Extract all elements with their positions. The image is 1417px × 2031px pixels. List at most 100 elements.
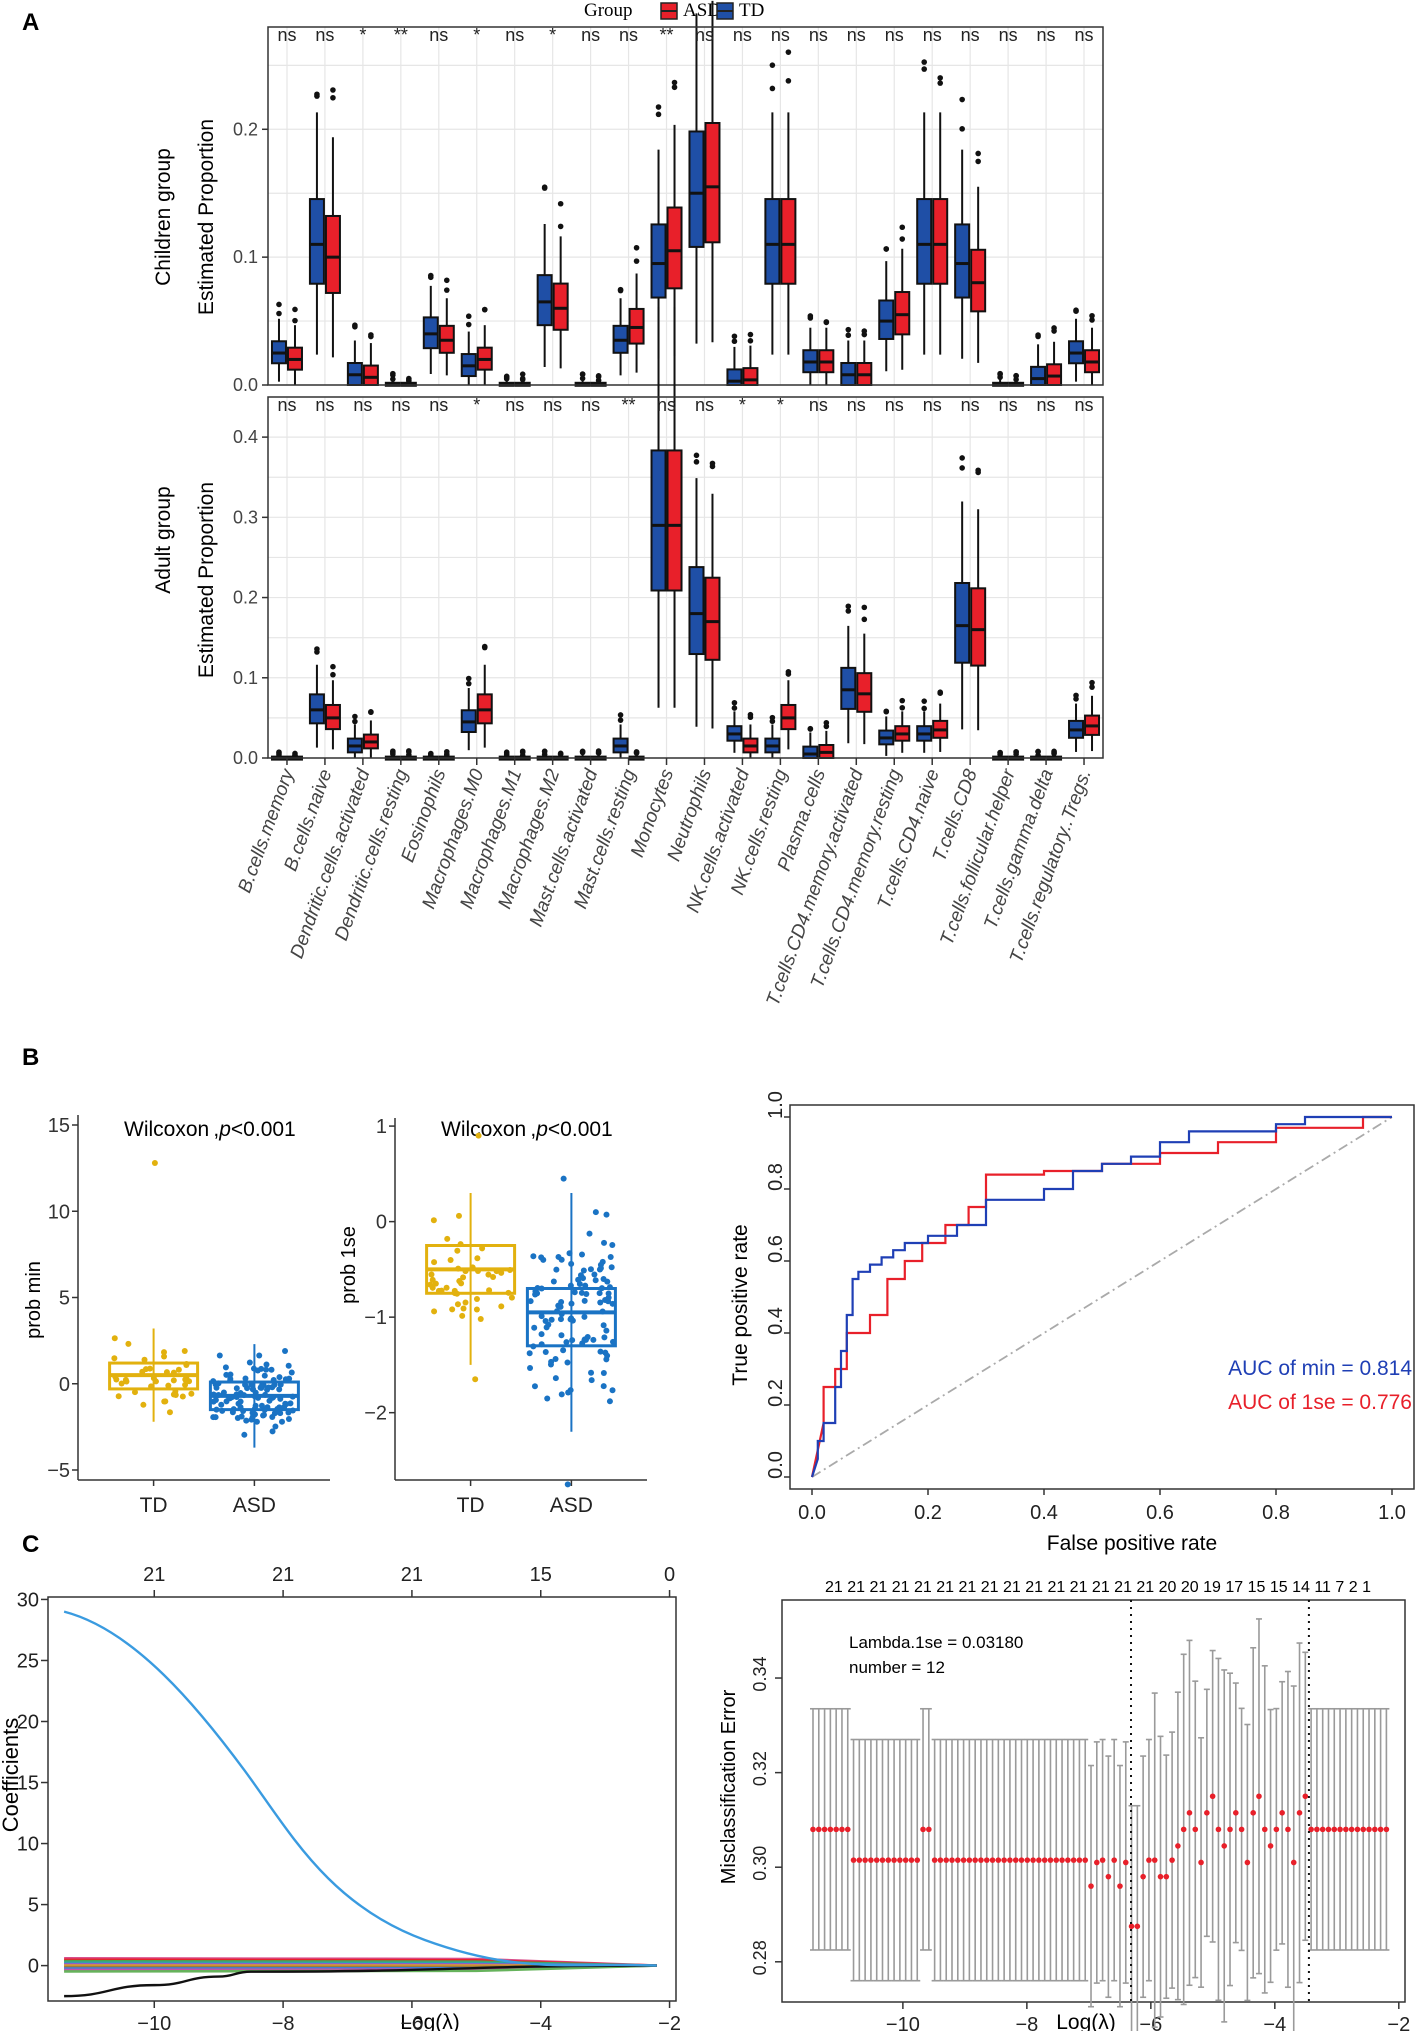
legend-asd-label: ASD [683,0,721,21]
c1-frame [47,1596,677,2002]
c2-error-point [1238,1826,1245,1833]
children-asd-outlier [633,244,640,251]
b2-dot [601,1334,608,1341]
c2-error-point [920,1826,926,1833]
children-td-outlier [541,185,548,191]
b2-dot [591,1271,598,1278]
c2-error-point [960,1857,967,1863]
c2-error-point [1331,1826,1338,1833]
c2-error-point [897,1857,903,1863]
c2-error-point [1053,1857,1060,1863]
c2-frame [781,1599,1406,2003]
children-sig-label: ns [315,25,334,45]
roc-frame [789,1104,1415,1490]
children-td-box [688,130,705,248]
adult-ytick-label: 0.4 [233,427,258,447]
b2-dot [567,1387,574,1394]
b1-dot [218,1401,225,1408]
prob-1se-boxplot: Wilcoxon ,p<0.001 prob 1se −2 −1 0 1 TD ASD [338,1116,647,1517]
c2-error-point [1065,1857,1071,1863]
children-td-outlier [579,371,586,378]
b2-dot [600,1275,607,1282]
b2-dot [558,1299,565,1306]
prob-min-boxplot: Wilcoxon ,p<0.001 prob min −5 0 5 10 15 TD ASD [23,1115,330,1517]
c2-error-point [1285,1826,1291,1833]
c2-annot-number: number = 12 [849,1658,945,1677]
b1-xtick-label: TD [140,1494,168,1517]
b2-dot [490,1273,497,1280]
roc-ytick-label: 1.0 [765,1091,787,1119]
b2-dot [568,1260,575,1267]
b2-dot [462,1299,469,1306]
adult-sig-label: ns [961,395,980,415]
b1-dot [179,1393,186,1400]
b1-dot [213,1384,220,1391]
c2-error-point [949,1857,955,1863]
b2-dot [601,1239,608,1246]
c2-error-point [1146,1857,1152,1863]
b2-xtick-label: ASD [550,1494,593,1517]
children-asd-box [362,364,379,386]
adult-sig-label: * [739,395,746,415]
adult-asd-outlier [747,714,754,721]
adult-sig-label: * [473,395,480,415]
b2-dot [477,1316,484,1323]
children-asd-outlier [785,49,792,55]
c2-error-point [1012,1857,1019,1863]
adult-asd-outlier [368,709,374,716]
adult-td-outlier [579,748,586,755]
c1-xtick-label: −6 [401,2013,424,2031]
adult-sig-label: ns [999,395,1018,415]
c2-error-point [902,1857,909,1863]
adult-strip-label: Adult group [152,486,175,593]
b1-dot [258,1365,265,1372]
roc-xtick-label: 0.0 [798,1502,826,1524]
children-asd-box [552,282,569,331]
c2-error-point [1325,1826,1332,1833]
c2-error-point [926,1826,932,1833]
c2-ytick-label: 0.28 [750,1940,770,1975]
b2-dot [545,1321,552,1328]
c2-error-point [862,1857,868,1863]
b1-dot [283,1401,290,1408]
children-td-outlier [997,374,1003,381]
c2-error-point [1343,1826,1349,1833]
legend-td-label: TD [739,0,764,21]
b2-dot [527,1365,534,1372]
b2-dot [590,1336,597,1343]
adult-td-outlier [617,717,624,723]
b2-dot [455,1212,462,1219]
c2-error-point [1319,1826,1326,1833]
c2-error-point [1215,1826,1222,1833]
adult-ytick-label: 0.0 [233,748,258,768]
adult-sig-label: ns [657,395,676,415]
children-td-box [954,223,971,299]
b1-dot [111,1355,118,1362]
b2-dot [578,1251,585,1258]
adult-asd-outlier [975,467,981,474]
adult-sig-label: * [777,395,784,415]
roc-xtick-label: 1.0 [1378,1502,1406,1524]
c2-error-point [1076,1857,1083,1863]
c2-error-point [908,1857,915,1863]
children-td-outlier [1035,332,1041,338]
children-sig-label: ns [809,25,828,45]
adult-td-box [650,449,667,592]
b2-dot [596,1290,603,1297]
children-asd-outlier [1089,317,1095,323]
b1-dot [246,1359,253,1366]
adult-td-outlier [390,751,396,757]
children-asd-outlier [1089,312,1095,319]
c2-error-point [856,1857,863,1863]
children-asd-box [704,122,721,244]
b1-dot [161,1349,168,1356]
roc-xtick-label: 0.2 [914,1502,942,1524]
b2-dot [605,1294,612,1301]
c2-error-point [873,1857,880,1863]
adult-td-outlier [921,705,928,712]
adult-asd-outlier [785,669,792,675]
c2-error-point [972,1857,978,1863]
adult-td-outlier [276,749,282,755]
c2-error-point [1348,1826,1355,1833]
c2-error-point [1267,1843,1274,1849]
